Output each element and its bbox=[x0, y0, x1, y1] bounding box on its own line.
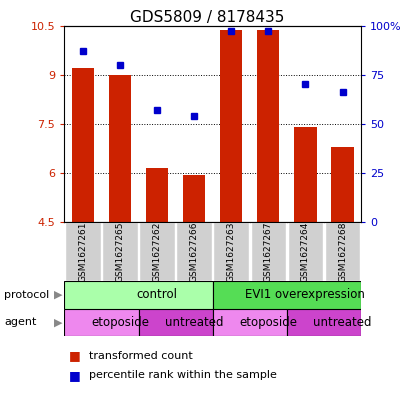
Bar bbox=[64, 309, 139, 336]
Text: ▶: ▶ bbox=[54, 317, 62, 327]
Bar bbox=[213, 309, 287, 336]
Text: ▶: ▶ bbox=[54, 290, 62, 300]
Text: GSM1627261: GSM1627261 bbox=[78, 221, 88, 282]
Bar bbox=[287, 309, 361, 336]
Bar bbox=[213, 281, 361, 309]
Text: GSM1627264: GSM1627264 bbox=[301, 221, 310, 282]
Text: etoposide: etoposide bbox=[239, 316, 297, 329]
Bar bbox=[64, 281, 213, 309]
Text: protocol: protocol bbox=[4, 290, 49, 300]
Text: GDS5809 / 8178435: GDS5809 / 8178435 bbox=[130, 10, 285, 25]
Bar bbox=[102, 222, 138, 281]
Bar bbox=[183, 174, 205, 222]
Text: GSM1627263: GSM1627263 bbox=[227, 221, 236, 282]
Text: GSM1627268: GSM1627268 bbox=[338, 221, 347, 282]
Text: agent: agent bbox=[4, 317, 37, 327]
Bar bbox=[257, 31, 279, 222]
Text: untreated: untreated bbox=[165, 316, 223, 329]
Text: ■: ■ bbox=[68, 369, 80, 382]
Text: EVI1 overexpression: EVI1 overexpression bbox=[246, 288, 365, 301]
Text: percentile rank within the sample: percentile rank within the sample bbox=[89, 370, 277, 380]
Bar bbox=[146, 168, 168, 222]
Text: GSM1627262: GSM1627262 bbox=[153, 221, 161, 282]
Bar bbox=[109, 75, 131, 222]
Text: untreated: untreated bbox=[313, 316, 372, 329]
Text: GSM1627266: GSM1627266 bbox=[190, 221, 199, 282]
Bar bbox=[139, 222, 175, 281]
Bar bbox=[288, 222, 323, 281]
Bar bbox=[139, 309, 213, 336]
Bar bbox=[65, 222, 101, 281]
Text: transformed count: transformed count bbox=[89, 351, 193, 361]
Text: GSM1627265: GSM1627265 bbox=[115, 221, 124, 282]
Text: ■: ■ bbox=[68, 349, 80, 362]
Bar bbox=[220, 31, 242, 222]
Text: GSM1627267: GSM1627267 bbox=[264, 221, 273, 282]
Text: etoposide: etoposide bbox=[91, 316, 149, 329]
Bar bbox=[294, 127, 317, 222]
Text: control: control bbox=[137, 288, 178, 301]
Bar bbox=[176, 222, 212, 281]
Bar bbox=[251, 222, 286, 281]
Bar bbox=[325, 222, 360, 281]
Bar bbox=[332, 147, 354, 222]
Bar bbox=[213, 222, 249, 281]
Bar bbox=[72, 68, 94, 222]
